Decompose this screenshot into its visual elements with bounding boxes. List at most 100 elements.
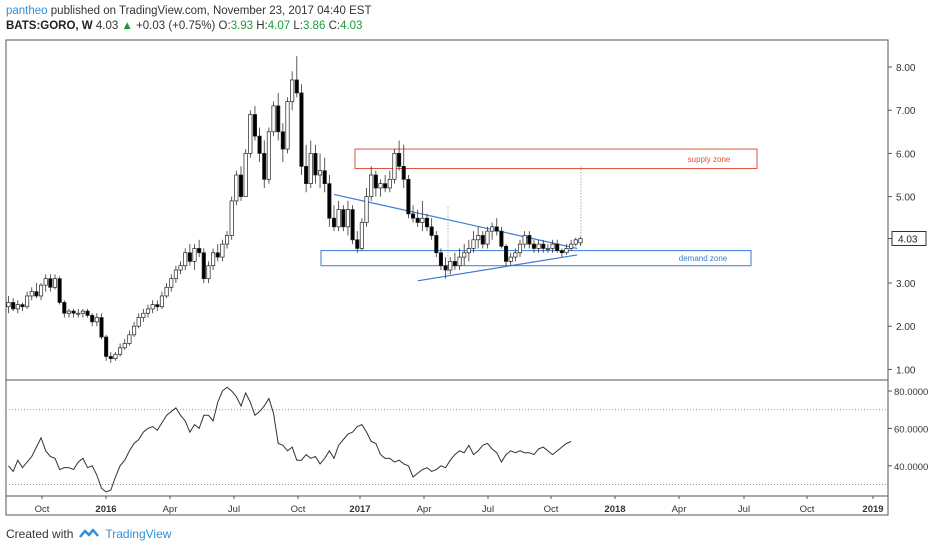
candle-body (66, 310, 72, 314)
candle-body (52, 278, 58, 288)
candle-body (178, 265, 183, 271)
author-link[interactable]: pantheo (6, 5, 48, 17)
candle-body (397, 153, 402, 167)
high-label: H: (256, 20, 268, 32)
candle-body (504, 245, 509, 262)
candle-body (545, 248, 550, 250)
candle-body (225, 235, 230, 245)
supply-zone-box (354, 148, 758, 170)
time-tick-label: Oct (800, 504, 815, 515)
candle-body (355, 239, 360, 249)
candle-body (6, 302, 11, 308)
time-tick-label: Apr (672, 504, 687, 515)
candle-body (99, 317, 104, 338)
demand-zone-label: demand zone (679, 254, 728, 263)
candle-body (266, 131, 271, 180)
published-text: published on TradingView.com, November 2… (50, 5, 372, 17)
created-with-text: Created with (6, 527, 74, 541)
candle-body (373, 174, 378, 189)
candle-body (257, 135, 262, 154)
demand-zone-box (320, 250, 752, 267)
candle-body (359, 222, 364, 249)
candle-body (327, 183, 332, 219)
candle-body (122, 343, 127, 349)
time-tick-label: Jul (228, 504, 240, 515)
candle-body (331, 217, 337, 228)
time-tick-label: Apr (163, 504, 178, 515)
candle-body (169, 278, 174, 288)
candle-body (369, 174, 374, 197)
candle-body (118, 347, 123, 355)
supply-zone-label: supply zone (688, 155, 731, 164)
candle-body (555, 243, 560, 251)
time-tick-label: Oct (544, 504, 559, 515)
time-tick-label: Jul (738, 504, 750, 515)
last-price-tick-label: 4.03 (898, 235, 918, 246)
candle-body (448, 261, 453, 271)
candle-body (290, 79, 295, 102)
candle-body (85, 310, 90, 316)
candle-body (211, 252, 216, 267)
candle-body (29, 291, 34, 297)
time-tick-label: Oct (35, 504, 50, 515)
candle-body (192, 248, 197, 262)
candle-body (11, 302, 16, 310)
candle-body (252, 114, 258, 137)
candle-body (531, 243, 537, 249)
rsi-tick-label: 80.0000 (894, 387, 928, 398)
candle-body (94, 317, 99, 323)
candle-body (262, 153, 267, 180)
last-price: 4.03 (95, 20, 119, 32)
candle-body (527, 235, 532, 245)
candle-body (197, 248, 202, 254)
candle-body (76, 312, 81, 315)
candle-body (215, 252, 220, 258)
symbol-label[interactable]: BATS:GORO, W (6, 20, 93, 32)
candle-body (304, 166, 309, 184)
candle-body (490, 226, 495, 232)
candle-body (34, 291, 39, 297)
price-tick-label: 7.00 (896, 106, 916, 117)
rsi-tick-label: 40.0000 (894, 462, 928, 473)
candle-body (243, 153, 248, 197)
candle-body (57, 278, 62, 303)
candle-body (350, 209, 355, 241)
candle-body (20, 304, 25, 308)
price-tick-label: 2.00 (896, 322, 916, 333)
candle-body (573, 239, 578, 245)
candle-body (457, 256, 462, 267)
candle-body (541, 243, 546, 249)
candle-body (452, 261, 457, 267)
candle-body (201, 252, 206, 280)
candle-body (383, 183, 388, 189)
candle-body (466, 248, 471, 254)
candle-body (71, 310, 76, 314)
candle-body (308, 153, 313, 184)
candle-body (173, 269, 178, 280)
publish-line: pantheo published on TradingView.com, No… (6, 4, 372, 19)
candle-body (471, 239, 476, 249)
candle-body (392, 153, 397, 180)
candle-body (280, 131, 285, 150)
candle-body (420, 217, 425, 223)
last-price-box (891, 231, 927, 247)
time-tick-label: Oct (291, 504, 306, 515)
candle-body (569, 243, 574, 249)
time-tick-label: Jul (482, 504, 494, 515)
candle-body (564, 248, 569, 254)
candle-body (434, 235, 439, 254)
candle-body (25, 295, 30, 308)
candle-body (424, 217, 430, 228)
footer: Created with TradingView (6, 527, 171, 541)
upper-trendline (333, 193, 578, 250)
candle-body (248, 114, 253, 154)
tradingview-brand[interactable]: TradingView (105, 527, 172, 541)
candle-body (499, 230, 504, 247)
candle-body (578, 238, 583, 244)
price-tick-label: 1.00 (896, 365, 916, 376)
candle-body (238, 174, 244, 197)
candle-body (113, 353, 118, 359)
candle-body (559, 250, 564, 254)
time-tick-label: 2016 (95, 504, 116, 515)
